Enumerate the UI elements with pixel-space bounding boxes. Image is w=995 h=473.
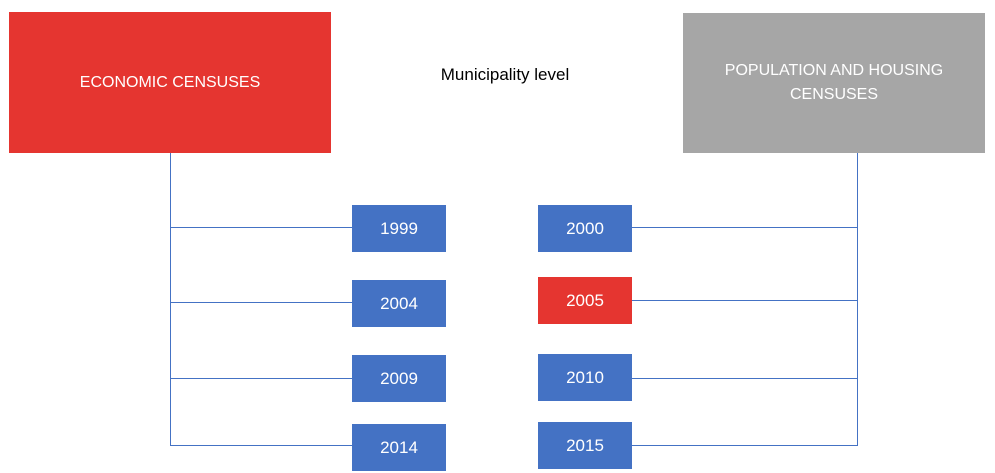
year-box: 2014 xyxy=(352,424,446,471)
right-header: POPULATION AND HOUSING CENSUSES xyxy=(683,13,985,153)
year-box: 2009 xyxy=(352,355,446,402)
left-header: ECONOMIC CENSUSES xyxy=(9,12,331,153)
year-box: 2010 xyxy=(538,354,632,401)
year-box: 2015 xyxy=(538,422,632,469)
center-title: Municipality level xyxy=(440,65,570,84)
year-box: 2000 xyxy=(538,205,632,252)
year-box: 2004 xyxy=(352,280,446,327)
year-box: 1999 xyxy=(352,205,446,252)
year-box: 2005 xyxy=(538,277,632,324)
